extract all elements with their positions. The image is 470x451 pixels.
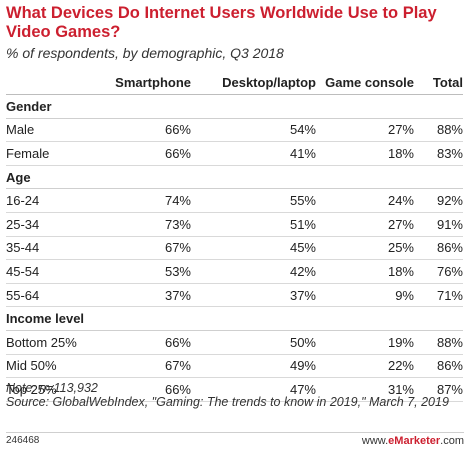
table-cell: 45% — [191, 236, 316, 261]
table-cell: 51% — [191, 212, 316, 237]
table-cell: 18% — [316, 259, 414, 284]
table-cell: 73% — [101, 212, 191, 237]
table-cell: 24% — [316, 188, 414, 213]
table-cell: 66% — [101, 141, 191, 166]
table-row: Male 66% 54% 27% 88% — [6, 118, 463, 143]
table-cell: 18% — [316, 141, 414, 166]
table-row: 25-34 73% 51% 27% 91% — [6, 212, 463, 237]
table-row: Top 25% 66% 47% 31% 87% — [6, 377, 463, 402]
table-cell: 83% — [414, 141, 463, 166]
table-row: Mid 50% 67% 49% 22% 86% — [6, 354, 463, 379]
table-cell: 66% — [101, 377, 191, 402]
table-cell: 74% — [101, 188, 191, 213]
table-cell: 49% — [191, 354, 316, 379]
section-header-row: Gender — [6, 94, 463, 119]
chart-title: What Devices Do Internet Users Worldwide… — [6, 4, 437, 41]
brand-name: eMarketer — [388, 435, 441, 447]
table-row: Bottom 25% 66% 50% 19% 88% — [6, 330, 463, 355]
section-title: Gender — [6, 94, 463, 119]
table-cell: 54% — [191, 118, 316, 143]
table-cell: 27% — [316, 118, 414, 143]
table-cell: 66% — [101, 118, 191, 143]
table-cell: 91% — [414, 212, 463, 237]
row-label: Mid 50% — [6, 354, 101, 379]
table-cell: 53% — [101, 259, 191, 284]
table-cell: 37% — [191, 283, 316, 308]
brand-logo: www.eMarketer.com — [362, 435, 464, 447]
row-label: 55-64 — [6, 283, 101, 308]
table-row: 16-24 74% 55% 24% 92% — [6, 188, 463, 213]
table-cell: 42% — [191, 259, 316, 284]
table-cell: 41% — [191, 141, 316, 166]
header-smartphone: Smartphone — [101, 70, 191, 95]
footer: 246468 www.eMarketer.com — [6, 432, 464, 447]
table-cell: 71% — [414, 283, 463, 308]
header-total: Total — [414, 70, 463, 95]
table-cell: 19% — [316, 330, 414, 355]
table-cell: 9% — [316, 283, 414, 308]
row-label: 16-24 — [6, 188, 101, 213]
table-cell: 86% — [414, 236, 463, 261]
table-row: Female 66% 41% 18% 83% — [6, 141, 463, 166]
section-header-row: Age — [6, 165, 463, 190]
table-row: 35-44 67% 45% 25% 86% — [6, 236, 463, 261]
header-label — [6, 70, 101, 95]
chart-subtitle: % of respondents, by demographic, Q3 201… — [6, 45, 284, 61]
table-row: 55-64 37% 37% 9% 71% — [6, 283, 463, 308]
row-label: Male — [6, 118, 101, 143]
notes: Note: n=113,932 Source: GlobalWebIndex, … — [6, 381, 461, 409]
table-cell: 47% — [191, 377, 316, 402]
table-cell: 76% — [414, 259, 463, 284]
header-desktop-laptop: Desktop/laptop — [191, 70, 316, 95]
brand-suffix: .com — [440, 435, 464, 447]
row-label: 45-54 — [6, 259, 101, 284]
table-cell: 31% — [316, 377, 414, 402]
table-row: 45-54 53% 42% 18% 76% — [6, 259, 463, 284]
table-cell: 55% — [191, 188, 316, 213]
table-cell: 27% — [316, 212, 414, 237]
table-body: Gender Male 66% 54% 27% 88% Female 66% 41% 18% 83%… — [6, 94, 463, 402]
table-cell: 88% — [414, 118, 463, 143]
brand-prefix: www. — [361, 435, 389, 447]
data-table: Smartphone Desktop/laptop Game console T… — [6, 70, 463, 402]
table-cell: 50% — [191, 330, 316, 355]
header-row: Smartphone Desktop/laptop Game console T… — [6, 70, 463, 95]
row-label: Bottom 25% — [6, 330, 101, 355]
table-cell: 67% — [101, 236, 191, 261]
section-title: Income level — [6, 306, 463, 331]
chart-id: 246468 — [6, 435, 40, 446]
table-cell: 86% — [414, 354, 463, 379]
table-cell: 92% — [414, 188, 463, 213]
row-label: Female — [6, 141, 101, 166]
section-title: Age — [6, 165, 463, 190]
header-game-console: Game console — [316, 70, 414, 95]
table-cell: 87% — [414, 377, 463, 402]
table-cell: 66% — [101, 330, 191, 355]
table-cell: 37% — [101, 283, 191, 308]
table-cell: 22% — [316, 354, 414, 379]
table-cell: 88% — [414, 330, 463, 355]
table-cell: 25% — [316, 236, 414, 261]
section-header-row: Income level — [6, 306, 463, 331]
row-label: 35-44 — [6, 236, 101, 261]
note-text: Note: n=113,932 — [6, 381, 98, 395]
table-cell: 67% — [101, 354, 191, 379]
source-text: Source: GlobalWebIndex, "Gaming: The tre… — [6, 395, 449, 409]
row-label: 25-34 — [6, 212, 101, 237]
row-label: Top 25% — [6, 377, 101, 402]
